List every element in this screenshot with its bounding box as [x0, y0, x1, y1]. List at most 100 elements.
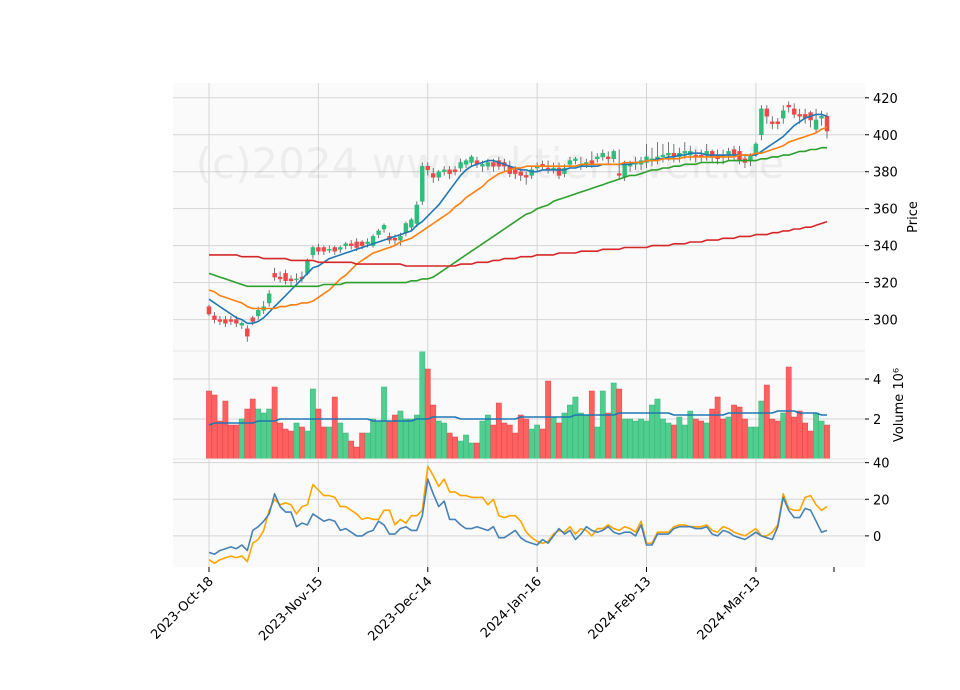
candle-body	[781, 110, 786, 119]
candle-body	[206, 306, 212, 315]
volume-bar	[692, 418, 699, 460]
candle-body	[770, 121, 775, 124]
volume-bar	[217, 420, 223, 460]
volume-bar	[348, 440, 355, 460]
volume-ytick-label: 2	[873, 413, 881, 428]
candle-body	[409, 219, 414, 228]
volume-bar	[495, 402, 502, 460]
volume-bar	[791, 416, 798, 460]
volume-bar	[654, 398, 661, 460]
volume-bar	[485, 414, 491, 460]
volume-bar	[720, 418, 726, 460]
xtick-label: 2024-Feb-13	[586, 574, 655, 643]
volume-bar	[550, 416, 557, 460]
candle-body	[217, 319, 223, 322]
candle-body	[272, 273, 277, 278]
volume-bar	[474, 442, 480, 460]
candle-body	[436, 171, 441, 178]
volume-bar	[517, 414, 524, 460]
volume-bar	[288, 430, 294, 460]
candle-body	[239, 323, 245, 326]
xtick-label: 2023-Dec-14	[365, 574, 435, 644]
volume-bar	[375, 420, 382, 460]
moving-average-line-medium	[208, 126, 828, 310]
candle-body	[338, 247, 343, 250]
volume-bar	[813, 412, 819, 460]
volume-bar	[282, 428, 289, 460]
volume-bar	[457, 440, 464, 460]
candle-body	[797, 114, 802, 117]
volume-bar	[304, 430, 311, 460]
candle-body	[327, 249, 332, 251]
candle-body	[392, 238, 398, 241]
price-ytick-label: 360	[873, 203, 898, 218]
volume-bar	[539, 428, 546, 460]
moving-average-line-long	[208, 146, 827, 288]
volume-bar	[222, 400, 229, 460]
volume-bar	[364, 432, 371, 460]
volume-bar	[703, 422, 710, 460]
indicator-panel-background	[173, 459, 865, 567]
candle-body	[370, 236, 376, 246]
volume-bar	[681, 424, 688, 460]
candle-body	[256, 310, 261, 317]
candle-body	[491, 162, 496, 167]
volume-bar	[534, 424, 541, 460]
volume-bar	[490, 424, 497, 460]
volume-bar	[326, 426, 333, 460]
candle-body	[513, 169, 518, 174]
volume-bar	[277, 422, 283, 460]
volume-bar	[342, 432, 349, 460]
volume-bar	[337, 422, 344, 460]
candle-body	[753, 143, 759, 154]
candle-body	[786, 104, 791, 108]
candle-body	[824, 116, 830, 132]
volume-bar	[753, 426, 759, 460]
candle-body	[562, 167, 567, 174]
moving-average-line-200	[209, 220, 828, 267]
volume-bar	[687, 410, 694, 460]
indicator-line-blue	[208, 478, 828, 556]
volume-bar	[299, 426, 305, 460]
volume-bar	[249, 398, 256, 460]
volume-bar	[463, 434, 469, 460]
candle-body	[447, 169, 452, 174]
candle-body	[359, 241, 365, 246]
moving-average-line-short	[208, 113, 828, 325]
candle-body	[458, 162, 463, 169]
volume-bar	[572, 396, 579, 460]
candle-body	[523, 175, 529, 178]
candle-body	[431, 173, 436, 178]
candle-body	[321, 247, 327, 252]
volume-bar	[293, 422, 300, 460]
volume-bar	[255, 408, 262, 460]
volume-bar	[660, 418, 666, 460]
indicator-ytick-label: 20	[873, 493, 890, 508]
candle-body	[759, 108, 764, 136]
candle-body	[425, 165, 430, 171]
candle-body	[245, 328, 250, 337]
candle-body	[283, 273, 288, 282]
candle-body	[376, 230, 381, 235]
candle-body	[600, 152, 605, 158]
candle-body	[616, 173, 622, 176]
candle-body	[518, 171, 523, 176]
candle-body	[414, 204, 420, 224]
volume-bar	[310, 388, 316, 460]
candle-body	[441, 169, 447, 172]
volume-bar	[796, 410, 803, 460]
volume-bar	[742, 418, 748, 460]
volume-bar	[331, 396, 338, 460]
price-axis-label: Price	[906, 201, 921, 233]
volume-bar	[403, 418, 409, 460]
price-ytick-label: 400	[873, 129, 898, 144]
volume-bar	[632, 420, 639, 460]
volume-bar	[528, 428, 535, 460]
candle-body	[310, 247, 316, 256]
volume-bar	[605, 412, 612, 460]
candle-body	[277, 276, 283, 280]
candle-body	[354, 241, 359, 248]
volume-bar	[670, 424, 677, 460]
candle-body	[775, 121, 780, 124]
